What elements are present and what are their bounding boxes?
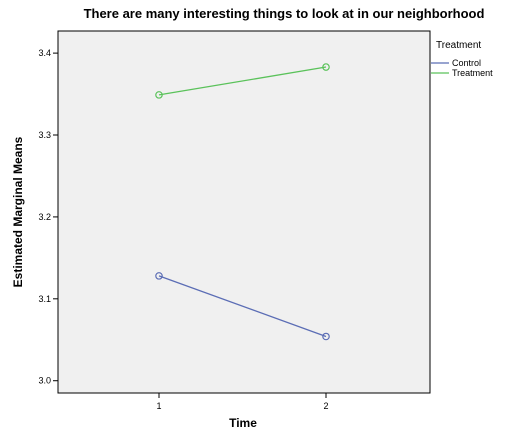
- x-axis-title: Time: [229, 416, 257, 430]
- chart-title: There are many interesting things to loo…: [84, 6, 485, 21]
- series-line-treatment: [158, 66, 327, 96]
- y-tick-label: 3.3: [38, 130, 51, 140]
- data-point-control: [155, 272, 163, 280]
- series-group: [155, 63, 330, 341]
- legend-label-treatment: Treatment: [452, 68, 493, 78]
- y-tick-label: 3.2: [38, 212, 51, 222]
- data-point-treatment: [322, 63, 330, 71]
- y-axis: 3.0 3.1 3.2 3.3 3.4: [38, 48, 58, 386]
- series-line-control: [158, 275, 327, 338]
- data-point-treatment: [155, 91, 163, 99]
- plot-area: [57, 30, 431, 394]
- x-tick-label: 2: [323, 401, 328, 411]
- y-axis-title: Estimated Marginal Means: [11, 136, 25, 287]
- y-tick-label: 3.0: [38, 376, 51, 386]
- x-tick-label: 1: [156, 401, 161, 411]
- legend-title: Treatment: [436, 40, 481, 51]
- legend-label-control: Control: [452, 58, 481, 68]
- y-tick-label: 3.4: [38, 48, 51, 58]
- data-point-control: [322, 332, 330, 341]
- y-tick-label: 3.1: [38, 294, 51, 304]
